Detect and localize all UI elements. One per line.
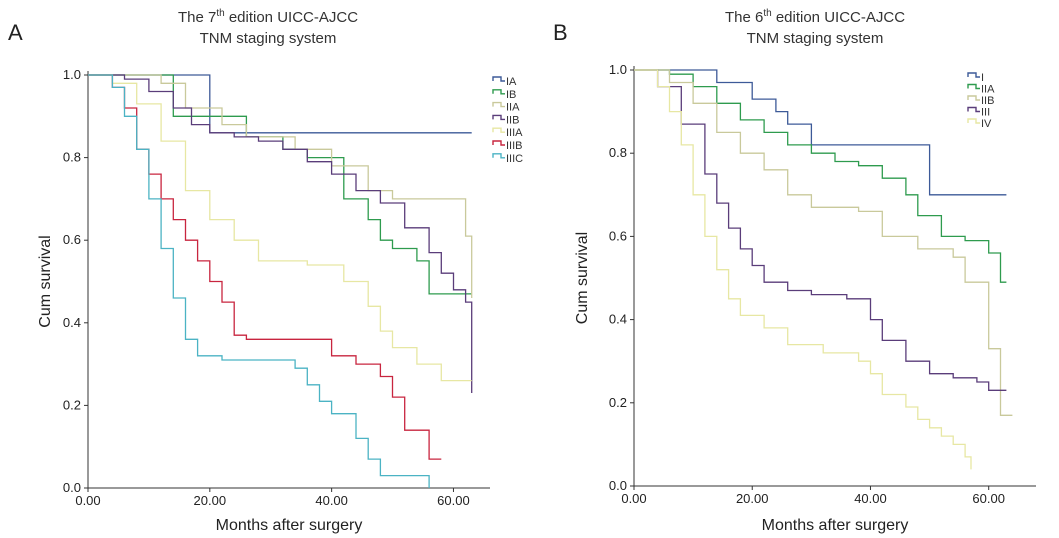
legend-swatch-i bbox=[967, 72, 980, 78]
legend-label-ib: IB bbox=[506, 89, 516, 101]
y-tick-label: 0.4 bbox=[63, 315, 81, 330]
survival-curve-iia bbox=[88, 74, 473, 298]
survival-curve-iv bbox=[634, 69, 972, 470]
panel-b-title-line2: TNM staging system bbox=[747, 30, 884, 47]
y-tick-label: 0.0 bbox=[609, 478, 627, 493]
x-axis-label: Months after surgery bbox=[762, 517, 909, 534]
panel-b-title-line1: The 6th edition UICC-AJCC bbox=[725, 8, 905, 26]
legend-label-iib: IIB bbox=[506, 114, 519, 126]
survival-curve-iia bbox=[634, 69, 1007, 283]
legend-swatch-iiia bbox=[492, 127, 505, 133]
y-tick-label: 0.8 bbox=[609, 145, 627, 160]
y-tick-label: 0.4 bbox=[609, 312, 627, 327]
chart-panel-b: 0.0 0.2 0.4 0.6 0.8 1.0 0.00 20.00 40.00 60.00 Mon… bbox=[574, 62, 1036, 534]
panel-letter-b: B bbox=[553, 20, 568, 45]
legend-label-iii: III bbox=[981, 107, 990, 119]
x-tick-label: 20.00 bbox=[194, 493, 227, 508]
legend-swatch-ia bbox=[492, 76, 505, 82]
y-tick-label: 0.6 bbox=[609, 228, 627, 243]
y-tick-label: 1.0 bbox=[63, 67, 81, 82]
x-tick-label: 60.00 bbox=[972, 491, 1005, 506]
panel-b-title-pre: The 6 bbox=[725, 9, 763, 26]
x-tick-label: 40.00 bbox=[315, 493, 348, 508]
legend-label-iia: IIA bbox=[506, 102, 520, 114]
legend-label-iia: IIA bbox=[981, 84, 995, 96]
legend-label-iv: IV bbox=[981, 118, 992, 130]
legend-label-iiic: IIIC bbox=[506, 153, 523, 165]
x-tick-label: 40.00 bbox=[854, 491, 887, 506]
survival-curve-iib bbox=[88, 74, 473, 393]
legend-swatch-ib bbox=[492, 89, 505, 95]
y-tick-label: 0.2 bbox=[609, 395, 627, 410]
panel-a-title-line2: TNM staging system bbox=[200, 30, 337, 47]
legend-label-i: I bbox=[981, 72, 984, 84]
panel-a-title-post: edition UICC-AJCC bbox=[225, 9, 359, 26]
y-axis-label: Cum survival bbox=[37, 235, 54, 327]
y-axis-label: Cum survival bbox=[574, 232, 591, 324]
legend-swatch-iib bbox=[492, 114, 505, 121]
panel-a-title-pre: The 7 bbox=[178, 9, 216, 26]
legend-label-iiib: IIIB bbox=[506, 140, 523, 152]
legend-label-ia: IA bbox=[506, 76, 517, 88]
panel-b-title-post: edition UICC-AJCC bbox=[772, 9, 906, 26]
survival-curve-iii bbox=[634, 69, 1007, 391]
legend-swatch-iii bbox=[967, 106, 980, 113]
survival-curve-iiia bbox=[88, 74, 472, 382]
y-tick-label: 0.6 bbox=[63, 232, 81, 247]
legend-swatch-iia bbox=[967, 83, 980, 90]
legend-swatch-iiib bbox=[492, 140, 505, 146]
y-tick-label: 0.2 bbox=[63, 397, 81, 412]
x-tick-label: 20.00 bbox=[736, 491, 769, 506]
survival-curve-iib bbox=[634, 69, 1013, 416]
panel-a-title-line1: The 7th edition UICC-AJCC bbox=[178, 8, 358, 26]
survival-curve-iiic bbox=[88, 74, 430, 488]
legend-swatch-iib bbox=[967, 95, 980, 101]
panel-a-title-sup: th bbox=[216, 8, 224, 19]
x-tick-label: 0.00 bbox=[75, 493, 100, 508]
x-tick-label: 0.00 bbox=[621, 491, 646, 506]
legend-label-iiia: IIIA bbox=[506, 127, 523, 139]
legend-swatch-iv bbox=[967, 118, 980, 124]
x-tick-label: 60.00 bbox=[437, 493, 470, 508]
legend-label-iib: IIB bbox=[981, 95, 994, 107]
y-tick-label: 1.0 bbox=[609, 62, 627, 77]
y-tick-label: 0.0 bbox=[63, 480, 81, 495]
legend-swatch-iiic bbox=[492, 153, 505, 159]
legend-swatch-iia bbox=[492, 101, 505, 108]
panel-b-title-sup: th bbox=[763, 8, 771, 19]
x-axis-label: Months after surgery bbox=[216, 517, 363, 534]
survival-curve-i bbox=[634, 69, 1007, 196]
y-tick-label: 0.8 bbox=[63, 150, 81, 165]
panel-letter-a: A bbox=[8, 20, 23, 45]
chart-panel-a: 0.0 0.2 0.4 0.6 0.8 1.0 0.00 20.00 40.00 60.00 Mon… bbox=[37, 67, 523, 534]
